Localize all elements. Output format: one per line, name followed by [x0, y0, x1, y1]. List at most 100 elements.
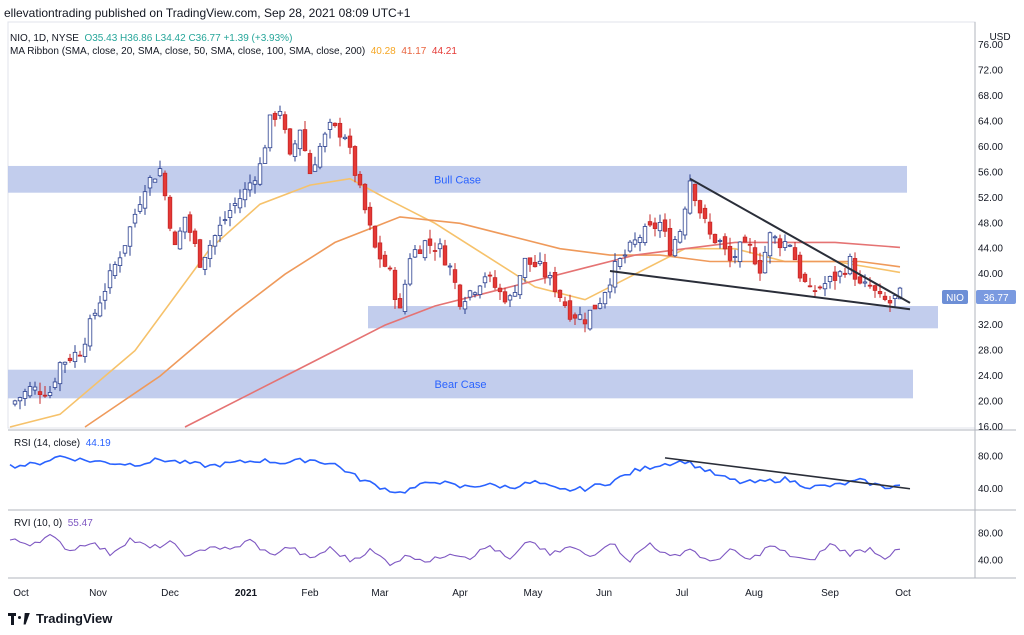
candle-body [887, 300, 893, 304]
trendlines-layer [609, 177, 911, 311]
candle-body [782, 241, 788, 248]
candle-body [332, 122, 338, 127]
candle-body [112, 264, 118, 277]
candle-body [732, 256, 738, 258]
candle-body [472, 292, 478, 295]
candle-body [172, 231, 178, 246]
candle-body [762, 251, 768, 274]
candle-body [317, 145, 323, 168]
candle-body [797, 254, 803, 279]
candle-body [492, 277, 498, 288]
candle-body [837, 271, 843, 277]
candle-body [777, 238, 783, 249]
candle-body [657, 222, 663, 232]
candle-body [67, 357, 73, 362]
candle-body [577, 314, 583, 320]
y-tick: 76.00 [978, 40, 1003, 51]
candle-body [152, 178, 158, 183]
x-tick: May [524, 588, 543, 599]
legend-ma-20: 40.28 [370, 46, 396, 57]
candle-body [662, 219, 668, 232]
candle-body [522, 257, 528, 278]
x-tick: Aug [745, 588, 763, 599]
candle-body [877, 291, 883, 295]
candle-body [757, 260, 763, 274]
candle-body [687, 180, 693, 214]
candle-body [192, 230, 198, 244]
y-tick: 60.00 [978, 142, 1003, 153]
legend-ma-200: 44.21 [431, 46, 457, 57]
candle-body [247, 182, 253, 191]
candle-body [697, 200, 703, 214]
candle-body [27, 386, 33, 397]
tradingview-logo-icon [8, 612, 30, 625]
candle-body [402, 283, 408, 312]
candle-body [222, 219, 228, 222]
y-tick: 52.00 [978, 193, 1003, 204]
zones-layer: Bull Case Bear Case [8, 165, 938, 399]
candle-body [87, 318, 93, 347]
candle-body [857, 276, 863, 284]
ma-ribbon-layer [9, 177, 901, 428]
price-tag [976, 290, 1016, 304]
y-tick: 64.00 [978, 116, 1003, 127]
sma-200-line [184, 241, 901, 428]
rsi-panel[interactable]: 80.00 40.00 [9, 451, 1003, 495]
candle-body [17, 397, 23, 402]
candle-body [32, 386, 38, 391]
candle-body [692, 183, 698, 202]
zone-1 [368, 306, 938, 329]
candle-body [267, 114, 273, 149]
time-axis[interactable]: Oct Nov Dec 2021 Feb Mar Apr May Jun Jul Aug Sep Oct [13, 588, 911, 599]
candle-body [607, 284, 613, 293]
trendline-1[interactable] [609, 270, 911, 311]
candle-body [682, 208, 688, 236]
candle-body [207, 244, 213, 260]
legend-main: NIO, 1D, NYSE O35.43 H36.86 L34.42 C36.7… [10, 32, 457, 58]
candle-body [467, 290, 473, 298]
candle-body [557, 289, 563, 298]
candle-body [382, 254, 388, 267]
candle-body [712, 233, 718, 244]
candle-body [362, 183, 368, 211]
candle-body [432, 250, 438, 252]
rvi-panel[interactable]: 80.00 40.00 [9, 529, 1003, 567]
candle-body [392, 269, 398, 300]
legend-rvi-label: RVI (10, 0) [14, 518, 63, 529]
y-tick: 44.00 [978, 244, 1003, 255]
candle-body [117, 257, 123, 267]
candle-body [357, 173, 363, 186]
legend-ohlc: O35.43 H36.86 L34.42 C36.77 +1.39 (+3.93… [84, 33, 293, 44]
candle-body [532, 261, 538, 268]
candle-body [562, 301, 568, 306]
candle-body [187, 214, 193, 233]
candle-body [882, 295, 888, 300]
candle-body [52, 381, 58, 388]
candle-body [822, 283, 828, 290]
x-tick: Sep [821, 588, 839, 599]
trendline-0[interactable] [689, 177, 911, 304]
tradingview-brand[interactable]: TradingView [8, 611, 112, 626]
candle-body [477, 285, 483, 295]
candle-body [537, 260, 543, 265]
y-tick: 20.00 [978, 397, 1003, 408]
candle-body [847, 255, 853, 275]
candle-body [377, 242, 383, 260]
candle-body [167, 196, 173, 229]
price-axis[interactable]: 76.00 72.00 68.00 64.00 60.00 56.00 52.00 48.00… [978, 40, 1003, 433]
candle-body [772, 236, 778, 239]
candle-body [627, 241, 633, 252]
candle-body [387, 267, 393, 270]
rsi-trendline[interactable] [664, 457, 911, 490]
candle-body [367, 206, 373, 226]
candle-body [352, 146, 358, 176]
candle-body [127, 226, 133, 247]
sma-100-line [84, 216, 901, 428]
legend-rsi-value: 44.19 [85, 438, 111, 449]
x-tick: Oct [895, 588, 911, 599]
x-tick: Oct [13, 588, 29, 599]
candle-body [427, 238, 433, 246]
candle-body [417, 249, 423, 255]
rvi-y-tick: 80.00 [978, 529, 1003, 540]
